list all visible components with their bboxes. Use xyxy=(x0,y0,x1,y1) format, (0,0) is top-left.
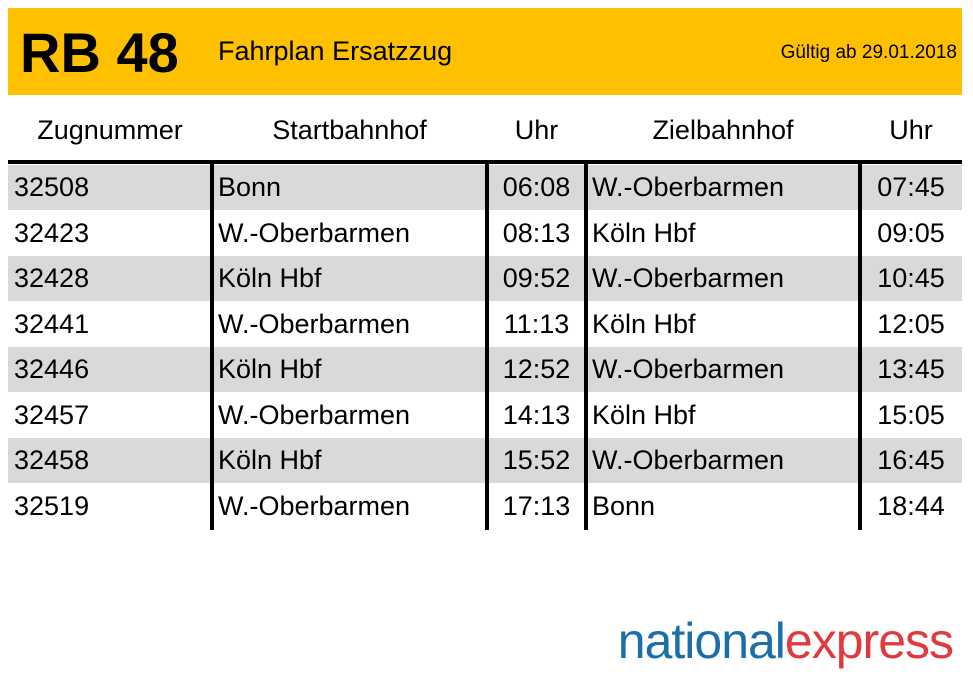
table-cell: W.-Oberbarmen xyxy=(592,354,785,384)
table-cell: W.-Oberbarmen xyxy=(218,490,411,521)
header-band xyxy=(8,8,962,95)
table-cell: Köln Hbf xyxy=(218,354,322,384)
table-cell: 17:13 xyxy=(502,490,571,521)
table-cell: 14:13 xyxy=(502,399,571,430)
table-cell: 32508 xyxy=(14,172,90,202)
table-cell: W.-Oberbarmen xyxy=(218,308,411,339)
column-divider xyxy=(485,162,489,530)
table-cell: 32457 xyxy=(14,399,90,430)
table-cell: 32519 xyxy=(14,490,90,521)
table-cell: 15:52 xyxy=(502,445,571,475)
table-cell: 12:52 xyxy=(502,354,571,384)
column-header: Uhr xyxy=(514,115,559,145)
table-cell: Köln Hbf xyxy=(592,399,696,430)
table-cell: W.-Oberbarmen xyxy=(592,445,785,475)
column-divider xyxy=(584,162,588,530)
table-cell: W.-Oberbarmen xyxy=(592,172,785,202)
column-header: Zugnummer xyxy=(37,115,183,145)
table-cell: 09:52 xyxy=(502,263,571,293)
table-cell: 07:45 xyxy=(877,172,945,202)
table-cell: 16:45 xyxy=(877,445,945,475)
logo-express: express xyxy=(784,613,954,669)
table-cell: 15:05 xyxy=(877,399,945,430)
table-cell: Bonn xyxy=(218,172,282,202)
table-cell: 32441 xyxy=(14,308,90,339)
table-cell: Köln Hbf xyxy=(592,308,696,339)
table-cell: 10:45 xyxy=(877,263,945,293)
table-cell: W.-Oberbarmen xyxy=(218,399,411,430)
table-cell: 09:05 xyxy=(877,217,945,248)
table-cell: 12:05 xyxy=(877,308,945,339)
logo-national: national xyxy=(617,613,786,669)
route: RB 48 xyxy=(20,21,179,84)
table-cell: 32446 xyxy=(14,354,90,384)
column-divider xyxy=(858,162,862,530)
column-header: Zielbahnhof xyxy=(652,115,794,145)
column-divider xyxy=(210,162,214,530)
table-cell: 32428 xyxy=(14,263,90,293)
table-cell: 18:44 xyxy=(877,490,945,521)
table-cell: Köln Hbf xyxy=(592,217,696,248)
valid-date: Gültig ab 29.01.2018 xyxy=(780,42,957,63)
table-cell: Köln Hbf xyxy=(218,263,322,293)
table-cell: W.-Oberbarmen xyxy=(592,263,785,293)
title: Fahrplan Ersatzzug xyxy=(218,36,453,66)
table-cell: 32423 xyxy=(14,217,90,248)
table-cell: Köln Hbf xyxy=(218,445,322,475)
table-cell: Bonn xyxy=(592,490,656,521)
table-cell: 13:45 xyxy=(877,354,945,384)
column-header: Uhr xyxy=(889,115,933,145)
table-cell: 06:08 xyxy=(502,172,571,202)
table-cell: 08:13 xyxy=(502,217,571,248)
column-header: Startbahnhof xyxy=(272,115,427,145)
table-cell: W.-Oberbarmen xyxy=(218,217,411,248)
table-cell: 32458 xyxy=(14,445,90,475)
logo: nationalexpress xyxy=(617,612,954,670)
table-cell: 11:13 xyxy=(503,308,570,339)
